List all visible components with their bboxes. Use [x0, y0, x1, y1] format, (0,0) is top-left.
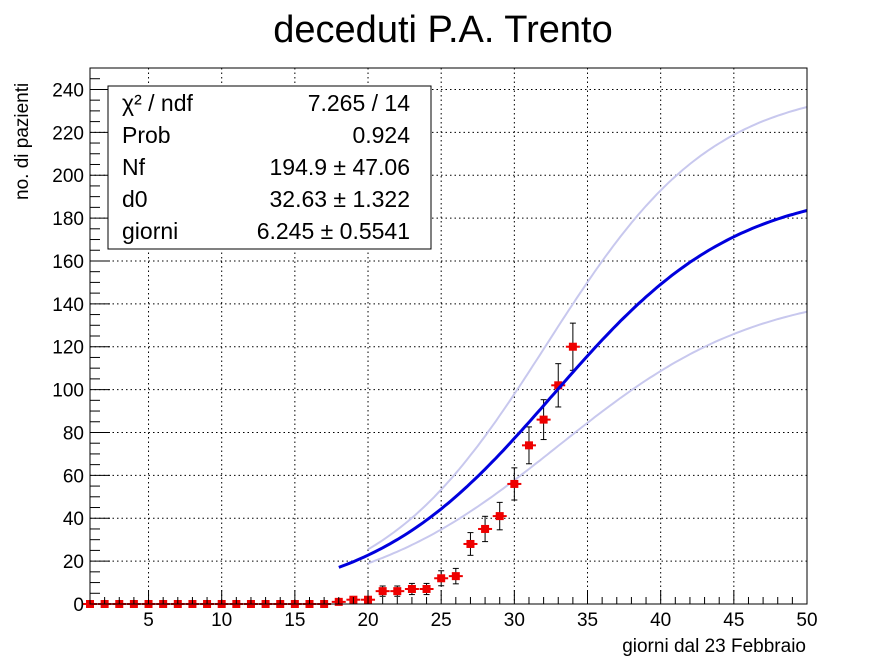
y-tick-label: 220 — [52, 123, 84, 144]
y-tick-label: 140 — [52, 295, 84, 316]
band-lower-curve — [367, 310, 808, 565]
x-tick-label: 30 — [504, 610, 525, 631]
data-points — [83, 322, 580, 608]
stats-box-frame — [107, 85, 432, 250]
axis-ticks — [89, 67, 808, 605]
confidence-band — [367, 106, 808, 565]
stats-value: 194.9 ± 47.06 — [269, 154, 410, 180]
y-tick-label: 0 — [73, 595, 84, 616]
data-point — [539, 415, 548, 424]
stats-label: χ² / ndf — [122, 90, 193, 116]
data-point — [554, 381, 563, 390]
stats-label: d0 — [122, 186, 148, 212]
x-tick-label: 15 — [284, 610, 305, 631]
x-tick-label: 35 — [577, 610, 598, 631]
fit-curve — [338, 209, 808, 569]
y-tick-label: 100 — [52, 381, 84, 402]
data-point — [422, 584, 431, 593]
stats-value: 6.245 ± 0.5541 — [257, 218, 410, 244]
data-point — [481, 524, 490, 533]
x-tick-labels: 5 10 15 20 25 30 35 40 45 50 — [143, 610, 817, 631]
y-tick-label: 180 — [52, 209, 84, 230]
band-upper-curve — [367, 106, 808, 551]
x-tick-label: 20 — [357, 610, 378, 631]
y-tick-label: 20 — [63, 552, 84, 573]
chart-title: deceduti P.A. Trento — [273, 9, 612, 51]
data-point — [378, 587, 387, 596]
stats-value: 7.265 / 14 — [308, 90, 411, 116]
stats-value: 32.63 ± 1.322 — [269, 186, 410, 212]
y-tick-label: 200 — [52, 166, 84, 187]
x-tick-label: 50 — [796, 610, 817, 631]
y-tick-labels: 0 20 40 60 80 100 120 140 160 180 200 220 240 — [52, 80, 84, 616]
stats-label: giorni — [122, 218, 178, 244]
x-tick-label: 25 — [431, 610, 452, 631]
data-point — [393, 587, 402, 596]
x-axis-label: giorni dal 23 Febbraio — [622, 636, 806, 657]
y-tick-label: 80 — [63, 423, 84, 444]
stats-label: Nf — [122, 154, 146, 180]
data-point — [466, 539, 475, 548]
data-point — [407, 584, 416, 593]
x-tick-label: 5 — [143, 610, 154, 631]
data-point — [524, 441, 533, 450]
data-point — [437, 574, 446, 583]
y-tick-label: 240 — [52, 80, 84, 101]
stats-box: χ² / ndf 7.265 / 14 Prob 0.924 Nf 194.9 ± 47.… — [107, 85, 432, 250]
stats-value: 0.924 — [352, 122, 410, 148]
y-tick-label: 160 — [52, 252, 84, 273]
data-point — [568, 342, 577, 351]
grid — [90, 68, 807, 604]
x-tick-label: 10 — [211, 610, 232, 631]
y-axis-label: no. di pazienti — [12, 83, 33, 200]
y-tick-label: 60 — [63, 466, 84, 487]
y-tick-label: 120 — [52, 338, 84, 359]
stats-label: Prob — [122, 122, 171, 148]
stats-rows: χ² / ndf 7.265 / 14 Prob 0.924 Nf 194.9 ± 47.… — [122, 90, 410, 244]
x-tick-label: 40 — [650, 610, 671, 631]
x-tick-label: 45 — [723, 610, 744, 631]
data-point — [451, 572, 460, 581]
y-tick-label: 40 — [63, 509, 84, 530]
fit-curve-layer — [338, 209, 808, 569]
data-point — [510, 479, 519, 488]
data-point — [495, 512, 504, 521]
